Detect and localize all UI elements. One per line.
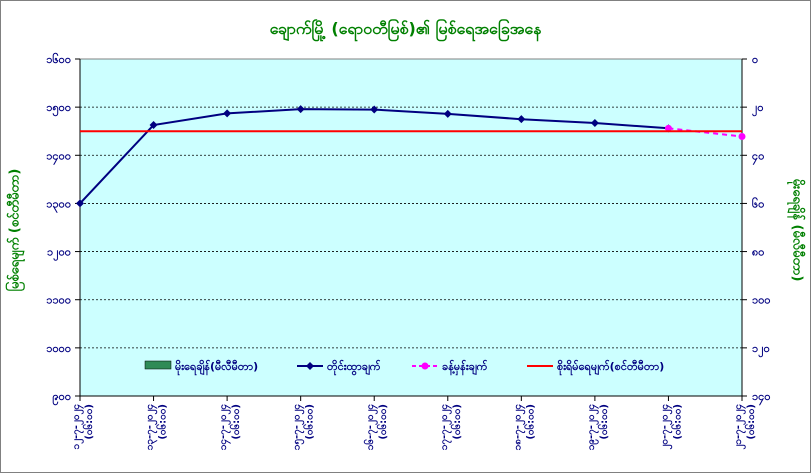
forecast-point	[738, 133, 746, 141]
x-tick-label-line: (၀၆:၀၀)	[303, 404, 316, 440]
legend-label: တိုင်းထွာချက်	[327, 359, 381, 376]
x-tick-label-line: (၀၆:၀၀)	[82, 404, 95, 440]
x-tick-label-line: ၁၃-၇-၂၀၂၄	[145, 404, 159, 450]
y-tick-label-right: ၂၀	[752, 101, 764, 117]
y-tick-label-right: ၆၀	[752, 197, 764, 210]
y-tick-label-left: ၁၆၀၀	[46, 53, 71, 66]
observed-point	[517, 115, 526, 124]
y-tick-label-left: ၁၁၀၀	[46, 294, 71, 307]
forecast-series-line	[668, 127, 743, 138]
x-tick-label: ၁၂-၇-၂၀၂၄ (၀၆:၀၀)	[71, 404, 95, 450]
x-tick-label: ၁၉-၇-၂၀၂၄ (၀၆:၀၀)	[586, 404, 610, 450]
plot-area	[79, 58, 743, 397]
x-tick-label-line: ၁၂-၇-၂၀၂၄	[71, 404, 85, 450]
y-tick-label-right: ၁၂၀	[752, 342, 770, 358]
legend-label: စိုးရိမ်ရေမျက်(စင်တီမီတာ)	[557, 359, 664, 376]
legend-swatch-rain	[144, 360, 172, 370]
x-tick-label-line: (၀၆:၀၀)	[523, 404, 536, 440]
x-tick-label: ၁၇-၇-၂၀၂၄ (၀၆:၀၀)	[439, 404, 463, 450]
x-tick-label: ၂၀-၇-၂၀၂၄ (၀၆:၀၀)	[659, 404, 683, 450]
observed-point	[149, 120, 158, 129]
x-tick-label-line: ၁၆-၇-၂၀၂၄	[363, 404, 379, 450]
x-tick-label-line: ၁၉-၇-၂၀၂၄	[586, 404, 600, 450]
x-tick-label: ၂၁-၇-၂၀၂၄ (၀၆:၀၀)	[733, 404, 757, 450]
x-tick-label-line: (၀၆:၀၀)	[450, 404, 463, 440]
legend-label: ခန့်မှန်းချက်	[442, 359, 488, 376]
observed-point	[223, 109, 232, 118]
observed-point	[590, 119, 599, 128]
y-tick-label-right: ၁၄၀	[752, 390, 771, 406]
y-tick-label-left: ၉၀၀	[52, 390, 71, 406]
y-tick-label-right: ၀	[752, 53, 758, 66]
x-tick-label: ၁၆-၇-၂၀၂၄ (၀၆:၀၀)	[363, 404, 389, 450]
x-tick-label-line: ၁၈-၇-၂၀၂၄	[512, 404, 526, 450]
x-tick-label: ၁၅-၇-၂၀၂၄ (၀၆:၀၀)	[292, 404, 316, 450]
x-tick-label-line: ၂၁-၇-၂၀၂၄	[733, 404, 747, 450]
observed-point	[76, 199, 84, 208]
legend-marker-observed	[306, 362, 314, 370]
x-tick-label-line: ၁၄-၇-၂၀၂၄	[218, 404, 232, 450]
y-tick-label-left: ၁၂၀၀	[47, 246, 71, 262]
x-tick-label-line: ၁၅-၇-၂၀၂၄	[292, 404, 306, 450]
forecast-point	[664, 124, 672, 132]
x-tick-label-line: (၀၆:၀၀)	[376, 404, 389, 440]
x-tick-label-line: ၁၇-၇-၂၀၂၄	[439, 404, 453, 450]
x-tick-label: ၁၄-၇-၂၀၂၄ (၀၆:၀၀)	[218, 404, 242, 450]
x-tick-label-line: (၀၆:၀၀)	[670, 404, 683, 440]
legend-marker-forecast	[421, 362, 429, 370]
x-tick-label-line: (၀၆:၀၀)	[229, 404, 242, 440]
x-tick-label-line: (၀၆:၀၀)	[744, 404, 757, 440]
y-tick-label-left: ၁၄၀၀	[46, 149, 71, 165]
observed-point	[296, 105, 305, 114]
y-tick-label-left: ၁၃၀၀	[46, 197, 71, 213]
x-tick-label: ၁၈-၇-၂၀၂၄ (၀၆:၀၀)	[512, 404, 536, 450]
observed-point	[370, 105, 379, 114]
y-tick-label-right: ၄၀	[752, 149, 764, 165]
x-tick-label: ၁၃-၇-၂၀၂၄ (၀၆:၀၀)	[145, 404, 169, 450]
y-tick-label-left: ၁၅၀၀	[46, 101, 71, 117]
x-tick-label-line: (၀၆:၀၀)	[156, 404, 169, 440]
chart-title: ချောက်မြို့ (ရောဝတီမြစ်)၏ မြစ်ရေအခြေအနေ	[269, 19, 542, 38]
x-tick-label-line: (၀၆:၀၀)	[597, 404, 610, 440]
observed-point	[443, 109, 452, 118]
y-tick-label-right: ၈၀	[752, 246, 764, 259]
legend-label: မိုးရေချိန်(မီလီမီတာ)	[175, 359, 258, 376]
y-tick-label-left: ၁၀၀၀	[46, 342, 71, 355]
y-tick-label-right: ၁၀၀	[752, 294, 771, 307]
x-tick-label-line: ၂၀-၇-၂၀၂၄	[659, 404, 673, 450]
